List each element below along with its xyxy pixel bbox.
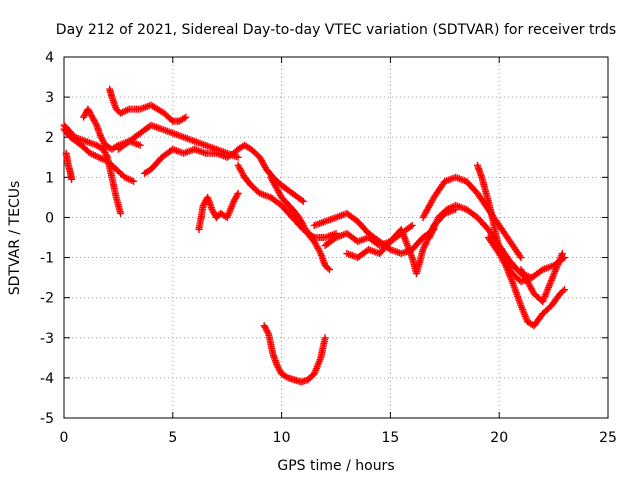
- data-point: [517, 254, 525, 262]
- plot-frame: [63, 56, 609, 419]
- series-track-c: [62, 149, 76, 183]
- x-tick-labels: 0 5 10 15 20 25: [60, 430, 617, 446]
- x-tick-label: 0: [60, 430, 69, 446]
- y-tick-label: -4: [40, 371, 54, 387]
- data-point: [103, 152, 111, 160]
- data-point: [298, 196, 306, 204]
- data-point: [560, 286, 568, 294]
- data-point: [180, 114, 188, 122]
- y-tick-label: 0: [45, 210, 54, 226]
- series-track-s: [484, 234, 568, 330]
- y-tick-label: 4: [45, 50, 54, 66]
- data-point: [558, 250, 566, 258]
- series-track-k: [267, 173, 333, 274]
- data-point: [234, 153, 242, 161]
- series-track-l: [260, 322, 329, 386]
- data-point: [233, 191, 241, 199]
- data-point: [68, 175, 76, 183]
- y-tick-label: -1: [40, 251, 54, 267]
- data-point: [282, 373, 290, 381]
- data-point: [264, 328, 272, 336]
- data-point: [167, 116, 175, 124]
- y-tick-labels: -5 -4 -3 -2 -1 0 1 2 3 4: [40, 50, 54, 427]
- data-point: [117, 209, 125, 217]
- data-point: [299, 197, 307, 205]
- data-point: [408, 221, 416, 229]
- y-tick-label: 3: [45, 90, 54, 106]
- axis-ticks: [63, 56, 609, 419]
- series-track-h: [195, 189, 242, 233]
- y-tick-label: -2: [40, 291, 54, 307]
- y-axis-label: SDTVAR / TECUs: [7, 181, 23, 296]
- y-tick-label: -3: [40, 331, 54, 347]
- x-tick-label: 15: [381, 430, 399, 446]
- data-point: [182, 113, 190, 121]
- data-point: [407, 223, 415, 231]
- data-points: [60, 85, 568, 386]
- series-track-i: [223, 141, 307, 205]
- data-point: [321, 334, 329, 342]
- series-track-t: [517, 250, 566, 306]
- x-tick-label: 5: [168, 430, 177, 446]
- series-track-d: [80, 105, 144, 153]
- data-point: [559, 287, 567, 295]
- y-tick-label: 1: [45, 170, 54, 186]
- x-tick-label: 20: [490, 430, 508, 446]
- data-point: [136, 141, 144, 149]
- data-point: [325, 266, 333, 274]
- series-track-b: [60, 125, 138, 185]
- x-axis-label: GPS time / hours: [277, 458, 394, 474]
- series-track-a: [60, 121, 125, 217]
- data-point: [234, 189, 242, 197]
- chart-title: Day 212 of 2021, Sidereal Day-to-day VTE…: [56, 22, 616, 38]
- data-point: [516, 252, 524, 260]
- x-tick-label: 10: [273, 430, 291, 446]
- data-point: [324, 264, 332, 272]
- x-tick-label: 25: [599, 430, 617, 446]
- y-tick-label: -5: [40, 411, 54, 427]
- series-track-e: [106, 85, 190, 125]
- data-point: [130, 177, 138, 185]
- data-point: [92, 120, 100, 128]
- y-tick-label: 2: [45, 130, 54, 146]
